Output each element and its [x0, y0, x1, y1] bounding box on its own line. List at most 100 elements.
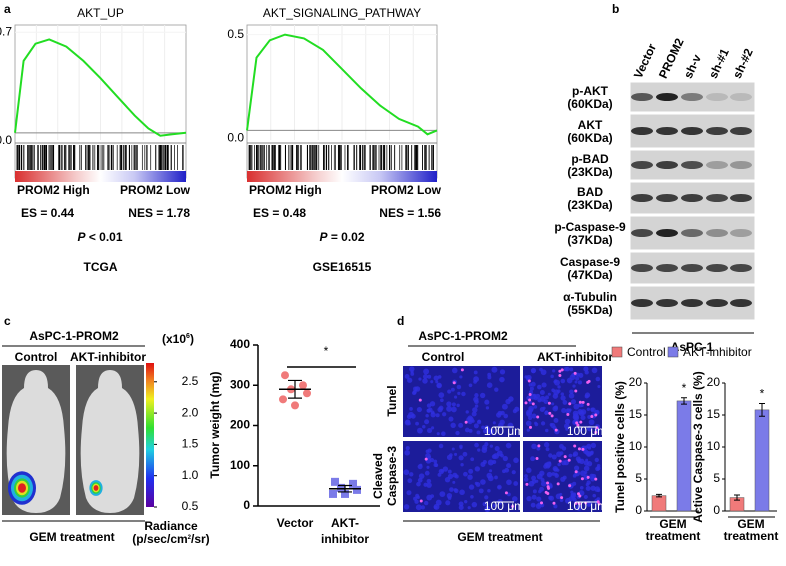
nucleus	[574, 380, 578, 384]
blot-label: AKT	[578, 118, 603, 132]
blot-size: (47KDa)	[567, 268, 612, 282]
plot-title: AKT_UP	[77, 6, 124, 20]
nucleus	[427, 455, 432, 460]
nucleus	[472, 407, 478, 413]
band	[656, 194, 678, 202]
nucleus	[529, 386, 534, 391]
cell-line: AsPC-1	[671, 340, 714, 354]
nucleus	[409, 407, 413, 411]
positive-cell	[586, 475, 590, 479]
scale-label: 100 μm	[567, 424, 607, 438]
panel-label: a	[4, 2, 11, 16]
nucleus	[533, 405, 538, 409]
nucleus	[580, 470, 586, 477]
band	[656, 93, 678, 101]
nucleus	[452, 472, 458, 478]
error-bar	[681, 397, 687, 405]
nucleus	[525, 420, 532, 427]
nucleus	[426, 478, 432, 484]
nucleus	[416, 427, 423, 434]
column-label: Control	[422, 350, 465, 364]
nucleus	[463, 471, 468, 477]
nucleus	[474, 399, 479, 405]
nucleus	[418, 473, 425, 479]
nucleus	[540, 477, 545, 482]
nucleus	[486, 382, 493, 388]
nucleus	[446, 401, 452, 407]
nucleus	[473, 370, 478, 375]
nucleus	[568, 392, 575, 399]
nucleus	[474, 481, 478, 486]
y-tick-label: 5	[635, 471, 642, 485]
nucleus	[436, 432, 440, 436]
row-label: Caspase-3	[385, 446, 399, 506]
nucleus	[445, 500, 451, 506]
treatment: GEM treatment	[457, 530, 542, 544]
rank-gradient	[247, 171, 437, 182]
nucleus	[556, 389, 561, 393]
lane-label: sh-#1	[706, 46, 732, 81]
nucleus	[539, 395, 546, 402]
legend-swatch	[667, 346, 679, 358]
nucleus	[531, 479, 537, 484]
band	[631, 264, 653, 272]
nucleus	[563, 423, 570, 429]
nucleus	[573, 415, 580, 421]
nucleus	[424, 500, 429, 506]
error-bar	[759, 402, 765, 417]
positive-cell	[596, 500, 600, 504]
band	[706, 229, 728, 237]
y-tick-label: 10	[629, 439, 643, 453]
nucleus	[441, 431, 446, 437]
nucleus	[551, 454, 557, 460]
nucleus	[547, 392, 551, 396]
significance: *	[324, 344, 329, 358]
nucleus	[468, 468, 474, 474]
band	[706, 194, 728, 202]
positive-cell	[464, 420, 468, 424]
nucleus	[576, 504, 583, 511]
nucleus	[511, 470, 516, 475]
positive-cell	[578, 494, 582, 498]
point	[299, 381, 307, 390]
nucleus	[446, 405, 453, 412]
nucleus	[551, 388, 555, 393]
nucleus	[403, 469, 410, 476]
band	[730, 229, 752, 237]
nucleus	[590, 407, 596, 413]
nucleus	[585, 458, 589, 462]
positive-cell	[558, 369, 562, 373]
nucleus	[474, 393, 479, 398]
nucleus	[440, 398, 444, 403]
nucleus	[526, 495, 532, 502]
positive-cell	[581, 400, 585, 404]
nucleus	[415, 504, 422, 511]
nucleus	[436, 383, 442, 388]
cell-line: AsPC-1-PROM2	[29, 329, 119, 343]
nucleus	[468, 484, 475, 490]
nucleus	[539, 390, 545, 395]
nucleus	[551, 402, 555, 406]
nucleus	[418, 377, 422, 381]
nucleus	[530, 393, 537, 400]
colorbar-unit: (x106)	[162, 332, 194, 346]
nucleus	[473, 376, 479, 383]
band	[681, 194, 703, 202]
y-tick-label: 20	[629, 375, 643, 389]
nucleus	[429, 401, 436, 407]
nucleus	[459, 446, 463, 450]
positive-cell	[546, 481, 550, 485]
positive-cell	[525, 482, 529, 486]
nucleus	[438, 443, 444, 449]
nucleus	[408, 411, 415, 418]
nucleus	[451, 447, 455, 451]
nucleus	[450, 387, 455, 392]
colorbar-label: 2.0	[182, 405, 199, 419]
cell-line: AsPC-1-PROM2	[418, 329, 508, 343]
band	[730, 264, 752, 272]
positive-cell	[560, 496, 564, 500]
es: ES = 0.44	[21, 206, 74, 220]
nucleus	[438, 392, 445, 399]
positive-cell	[418, 398, 422, 402]
positive-cell	[578, 400, 582, 404]
